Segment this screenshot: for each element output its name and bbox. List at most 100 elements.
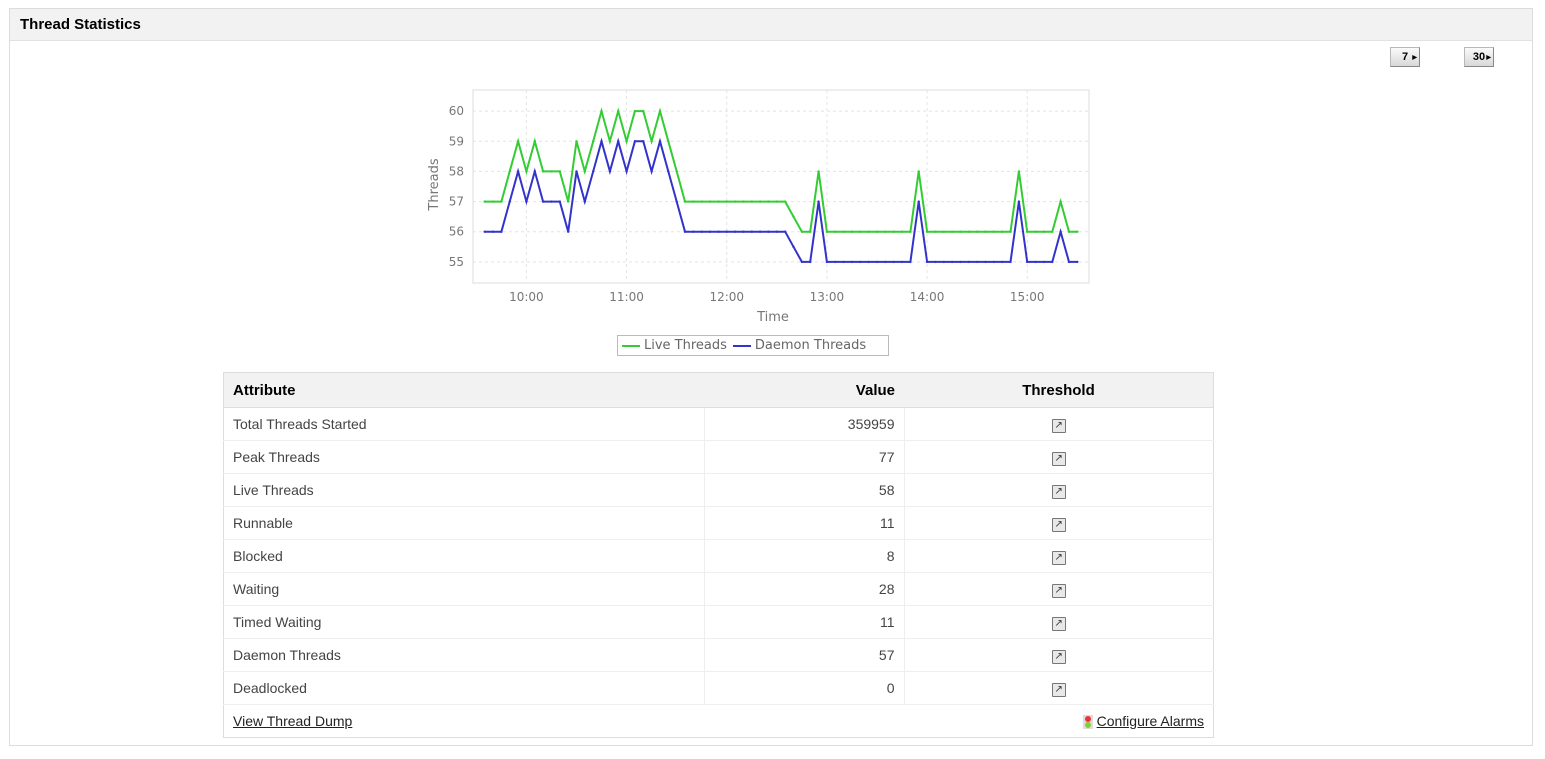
data-point [909, 230, 912, 233]
data-point [600, 140, 603, 143]
data-point [1059, 230, 1062, 233]
data-point [1067, 260, 1071, 264]
edit-threshold-icon[interactable]: ↗ [1051, 419, 1066, 433]
arrow-right-icon: ▶ [1486, 55, 1491, 61]
data-point [733, 200, 737, 203]
edit-threshold-icon[interactable]: ↗ [1051, 452, 1066, 466]
data-point [541, 170, 545, 173]
data-point [650, 140, 653, 143]
data-point [650, 170, 653, 173]
data-point [550, 170, 553, 173]
attribute-cell: Live Threads [223, 473, 704, 507]
table-row: Runnable 11 ↗ [223, 506, 1214, 540]
data-point [884, 260, 887, 264]
data-point [1009, 260, 1012, 264]
data-point [750, 230, 753, 233]
threshold-cell: ↗ [904, 440, 1214, 474]
threshold-cell: ↗ [904, 638, 1214, 672]
thread-statistics-panel: Thread Statistics [9, 8, 1533, 746]
view-thread-dump-link[interactable]: View Thread Dump [233, 713, 353, 729]
data-point [683, 230, 687, 233]
value-cell: 0 [703, 671, 905, 705]
data-point [1026, 230, 1029, 233]
data-point [1051, 260, 1054, 264]
data-point [566, 200, 570, 203]
data-point [658, 140, 662, 143]
data-point [942, 230, 945, 233]
data-point [925, 230, 929, 233]
data-point [1076, 260, 1079, 264]
data-point [892, 260, 895, 264]
data-point [550, 200, 553, 203]
y-axis-label: Threads [427, 158, 442, 211]
data-point [1076, 230, 1079, 233]
data-point [942, 260, 945, 264]
edit-threshold-icon[interactable]: ↗ [1051, 650, 1066, 664]
y-tick-label: 59 [449, 134, 464, 148]
data-point [575, 170, 578, 173]
data-point [934, 260, 937, 264]
threshold-cell: ↗ [904, 506, 1214, 540]
period-7-days-button[interactable]: 7 ▶ [1390, 47, 1420, 67]
data-point [783, 200, 787, 203]
data-point [1034, 230, 1037, 233]
plot-area [472, 89, 1090, 284]
data-point [809, 260, 812, 264]
data-point [959, 230, 962, 233]
value-cell: 28 [703, 572, 905, 606]
attribute-cell: Total Threads Started [223, 407, 704, 441]
configure-alarms-link[interactable]: Configure Alarms [1096, 712, 1204, 729]
period-30-label: 30 [1472, 51, 1486, 63]
data-point [758, 230, 762, 233]
data-point [917, 170, 920, 173]
data-point [625, 140, 628, 143]
data-point [491, 230, 495, 233]
data-point [558, 200, 562, 203]
attribute-cell: Runnable [223, 506, 704, 540]
data-point [1000, 230, 1004, 233]
data-point [750, 200, 753, 203]
data-point [617, 140, 620, 143]
data-point [692, 200, 695, 203]
table-row: Live Threads 58 ↗ [223, 473, 1214, 507]
edit-threshold-icon[interactable]: ↗ [1051, 617, 1066, 631]
data-point [825, 230, 829, 233]
y-tick-label: 55 [449, 255, 464, 269]
data-point [541, 200, 545, 203]
edit-threshold-icon[interactable]: ↗ [1051, 683, 1066, 697]
data-point [566, 230, 570, 233]
data-point [508, 170, 511, 173]
y-tick-label: 56 [449, 225, 464, 239]
data-point [667, 140, 670, 143]
data-point [642, 140, 645, 143]
edit-threshold-icon[interactable]: ↗ [1051, 485, 1066, 499]
data-point [767, 230, 770, 233]
edit-threshold-icon[interactable]: ↗ [1051, 551, 1066, 565]
data-point [525, 200, 528, 203]
value-cell: 57 [703, 638, 905, 672]
data-point [859, 260, 862, 264]
data-point [792, 215, 795, 218]
threshold-cell: ↗ [904, 407, 1214, 441]
attribute-cell: Deadlocked [223, 671, 704, 705]
x-tick-label: 13:00 [810, 290, 845, 304]
data-point [483, 200, 486, 203]
x-tick-label: 11:00 [609, 290, 644, 304]
table-row: Peak Threads 77 ↗ [223, 440, 1214, 474]
edit-threshold-icon[interactable]: ↗ [1051, 518, 1066, 532]
data-point [725, 230, 728, 233]
value-cell: 11 [703, 605, 905, 639]
arrow-right-icon: ▶ [1412, 55, 1417, 61]
x-axis-label: Time [756, 310, 789, 325]
data-point [675, 200, 678, 203]
edit-threshold-icon[interactable]: ↗ [1051, 584, 1066, 598]
data-point [800, 260, 804, 264]
data-point [533, 170, 536, 173]
data-point [875, 230, 879, 233]
data-point [708, 200, 712, 203]
table-row: Deadlocked 0 ↗ [223, 671, 1214, 705]
attribute-cell: Waiting [223, 572, 704, 606]
data-point [642, 109, 645, 113]
period-30-days-button[interactable]: 30 ▶ [1464, 47, 1494, 67]
data-point [950, 230, 954, 233]
